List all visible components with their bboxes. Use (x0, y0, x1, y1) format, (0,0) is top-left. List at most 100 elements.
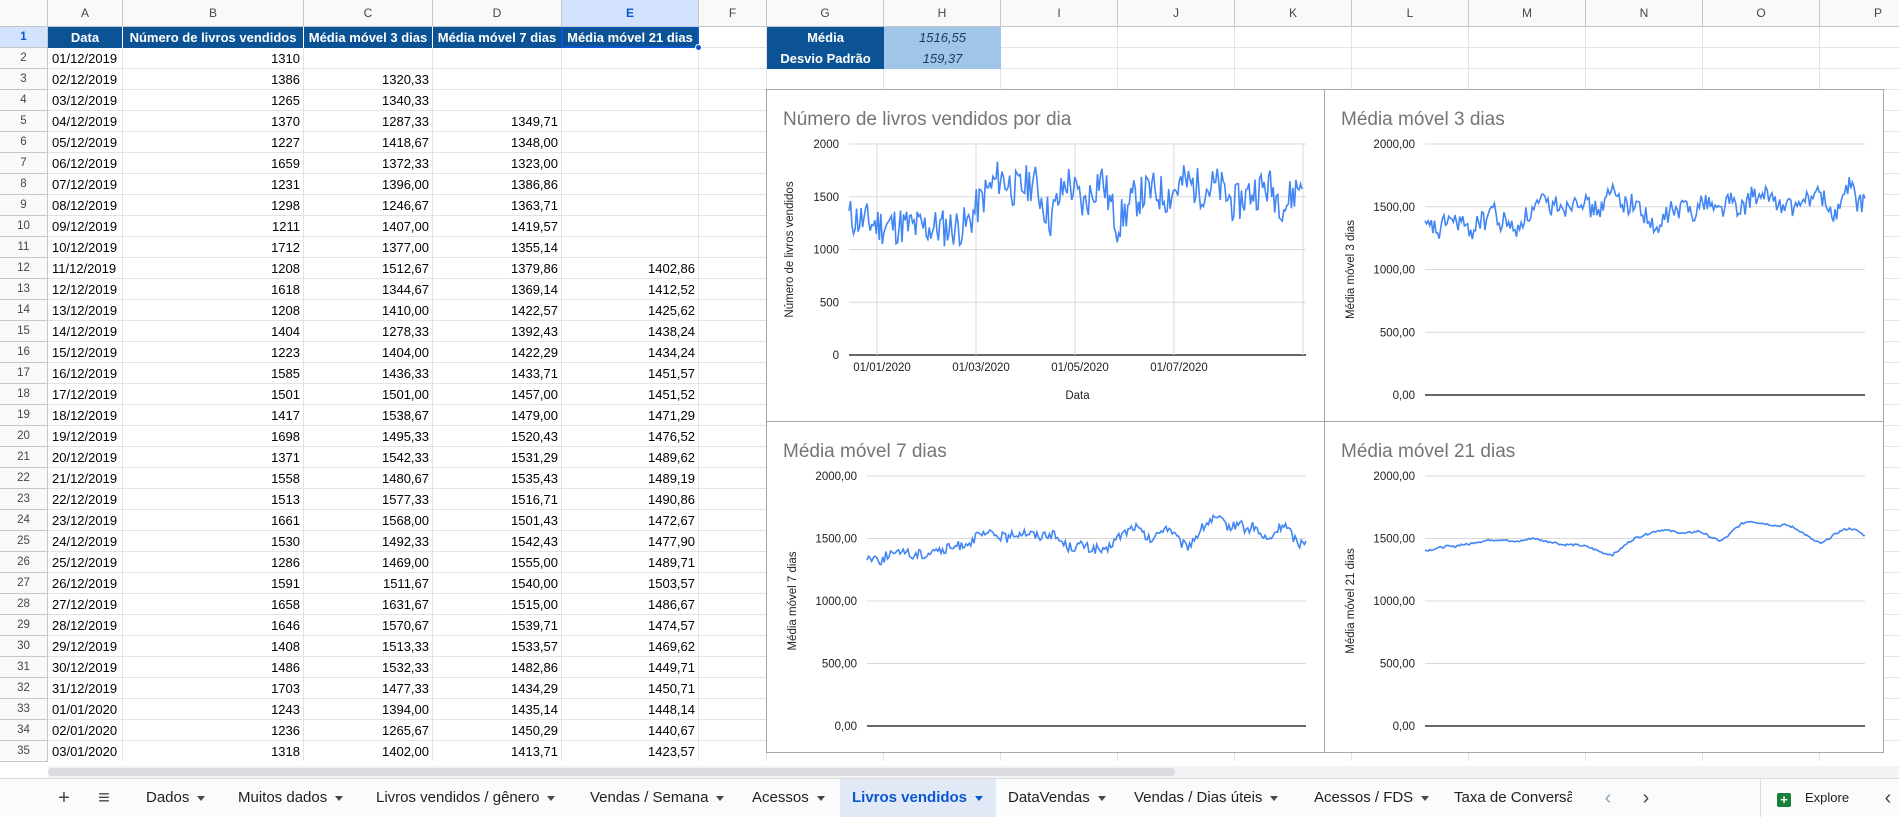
data-cell[interactable]: 1531,29 (511, 450, 558, 465)
data-cell[interactable]: 1659 (271, 156, 300, 171)
sheet-tab[interactable]: Dados (134, 779, 226, 817)
data-cell[interactable]: 1265 (271, 93, 300, 108)
data-cell[interactable]: 1370 (271, 114, 300, 129)
data-cell[interactable]: 1377,00 (382, 240, 429, 255)
fill-handle[interactable] (695, 44, 702, 51)
data-cell[interactable]: 1310 (271, 51, 300, 66)
data-cell[interactable]: 24/12/2019 (52, 534, 118, 549)
data-cell[interactable]: 1323,00 (511, 156, 558, 171)
chart-media-movel-7-dias[interactable]: Média móvel 7 dias 2000,00 1500,00 1000,00 5… (766, 421, 1325, 753)
data-cell[interactable]: 1344,67 (382, 282, 429, 297)
column-header[interactable]: C (304, 0, 433, 27)
data-cell[interactable]: 02/12/2019 (52, 72, 118, 87)
row-header[interactable]: 21 (0, 447, 48, 468)
sheet-tab-menu-icon[interactable] (816, 795, 825, 801)
desvio-value-cell[interactable]: 159,37 (884, 48, 1001, 69)
data-cell[interactable]: 1208 (271, 303, 300, 318)
data-cell[interactable]: 1422,57 (511, 303, 558, 318)
row-header[interactable]: 7 (0, 153, 48, 174)
data-cell[interactable]: 1476,52 (648, 429, 695, 444)
sheet-tab-menu-icon[interactable] (975, 795, 984, 801)
data-cell[interactable]: 1533,57 (511, 639, 558, 654)
data-cell[interactable]: 04/12/2019 (52, 114, 118, 129)
data-cell[interactable]: 1363,71 (511, 198, 558, 213)
column-header[interactable]: K (1235, 0, 1352, 27)
data-cell[interactable]: 1211 (272, 219, 300, 234)
data-cell[interactable]: 1265,67 (382, 723, 429, 738)
data-cell[interactable]: 28/12/2019 (52, 618, 118, 633)
data-cell[interactable]: 1469,00 (382, 555, 429, 570)
data-cell[interactable]: 30/12/2019 (52, 660, 118, 675)
data-cell[interactable]: 1490,86 (648, 492, 695, 507)
data-cell[interactable]: 1243 (271, 702, 300, 717)
data-cell[interactable]: 22/12/2019 (52, 492, 118, 507)
sheet-tab-menu-icon[interactable] (1270, 795, 1279, 801)
data-cell[interactable]: 1402,86 (648, 261, 695, 276)
data-cell[interactable]: 15/12/2019 (52, 345, 118, 360)
data-cell[interactable]: 1492,33 (382, 534, 429, 549)
data-cell[interactable]: 1355,14 (511, 240, 558, 255)
data-cell[interactable]: 1585 (271, 366, 300, 381)
data-cell[interactable]: 1538,67 (382, 408, 429, 423)
data-cell[interactable]: 1577,33 (382, 492, 429, 507)
row-header[interactable]: 22 (0, 468, 48, 489)
add-sheet-button[interactable]: + (58, 787, 70, 809)
header-cell[interactable]: Média móvel 7 dias (433, 27, 562, 48)
data-cell[interactable]: 1392,43 (511, 324, 558, 339)
data-cell[interactable]: 1434,24 (648, 345, 695, 360)
column-header[interactable]: J (1118, 0, 1235, 27)
header-cell[interactable]: Data (48, 27, 123, 48)
data-cell[interactable]: 26/12/2019 (52, 576, 118, 591)
data-cell[interactable]: 1379,86 (511, 261, 558, 276)
data-cell[interactable]: 1349,71 (511, 114, 558, 129)
data-cell[interactable]: 1480,67 (382, 471, 429, 486)
data-cell[interactable]: 1372,33 (382, 156, 429, 171)
sheet-tab[interactable]: Vendas / Semana (578, 779, 740, 817)
header-cell[interactable]: Número de livros vendidos (123, 27, 304, 48)
sheet-tab-menu-icon[interactable] (197, 795, 206, 801)
data-cell[interactable]: 01/01/2020 (52, 702, 118, 717)
data-cell[interactable]: 29/12/2019 (52, 639, 118, 654)
row-header[interactable]: 24 (0, 510, 48, 531)
data-cell[interactable]: 1386,86 (511, 177, 558, 192)
row-header[interactable]: 33 (0, 699, 48, 720)
data-cell[interactable]: 03/01/2020 (52, 744, 118, 759)
data-cell[interactable]: 1661 (271, 513, 300, 528)
row-header[interactable]: 5 (0, 111, 48, 132)
data-cell[interactable]: 1348,00 (511, 135, 558, 150)
row-header[interactable]: 35 (0, 741, 48, 762)
data-cell[interactable]: 1489,71 (648, 555, 695, 570)
row-header[interactable]: 30 (0, 636, 48, 657)
data-cell[interactable]: 1535,43 (511, 471, 558, 486)
row-header[interactable]: 2 (0, 48, 48, 69)
data-cell[interactable]: 1482,86 (511, 660, 558, 675)
row-header[interactable]: 6 (0, 132, 48, 153)
data-cell[interactable]: 1386 (271, 72, 300, 87)
column-header[interactable]: L (1352, 0, 1469, 27)
data-cell[interactable]: 1417 (271, 408, 300, 423)
row-header[interactable]: 34 (0, 720, 48, 741)
chart-media-movel-21-dias[interactable]: Média móvel 21 dias 2000,00 1500,00 1000,00… (1324, 421, 1884, 753)
data-cell[interactable]: 1501 (271, 387, 300, 402)
data-cell[interactable]: 01/12/2019 (52, 51, 118, 66)
data-cell[interactable]: 12/12/2019 (52, 282, 118, 297)
desvio-label-cell[interactable]: Desvio Padrão (767, 48, 884, 69)
sheet-tab[interactable]: Taxa de Conversão (1442, 779, 1572, 817)
data-cell[interactable]: 1450,71 (648, 681, 695, 696)
data-cell[interactable]: 1570,67 (382, 618, 429, 633)
data-cell[interactable]: 1703 (271, 681, 300, 696)
row-header[interactable]: 1 (0, 27, 48, 48)
sheet-tab-menu-icon[interactable] (1097, 795, 1106, 801)
data-cell[interactable]: 1450,29 (511, 723, 558, 738)
data-cell[interactable]: 1618 (271, 282, 300, 297)
row-header[interactable]: 31 (0, 657, 48, 678)
side-panel-toggle-button[interactable]: ‹ (1884, 787, 1892, 809)
data-cell[interactable]: 1287,33 (382, 114, 429, 129)
data-cell[interactable]: 1418,67 (382, 135, 429, 150)
header-cell[interactable]: Média móvel 3 dias (304, 27, 433, 48)
data-cell[interactable]: 1451,57 (648, 366, 695, 381)
data-cell[interactable]: 19/12/2019 (52, 429, 118, 444)
column-header[interactable]: D (433, 0, 562, 27)
row-header[interactable]: 4 (0, 90, 48, 111)
data-cell[interactable]: 1495,33 (382, 429, 429, 444)
